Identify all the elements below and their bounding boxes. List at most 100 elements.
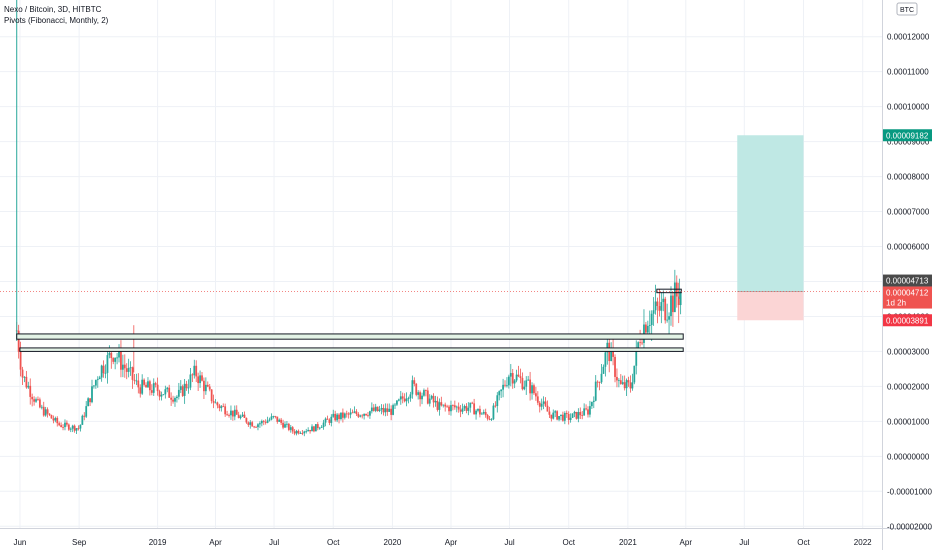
candle-body [421,395,423,400]
candle-body [594,381,597,401]
candle-body [243,414,246,418]
candle-body [670,295,672,317]
support-zone[interactable] [656,288,682,294]
candle-body [673,282,676,313]
candle-body [25,376,28,388]
candle-body [469,402,472,408]
candle-body [544,401,547,406]
candle-body [85,406,88,417]
candle-body [486,415,489,419]
candle-body [596,381,599,383]
candle-body [517,374,520,377]
candle-body [187,387,190,389]
candle-body [648,325,651,326]
candle-body [284,424,286,428]
y-tick-label: 0.00006000 [887,243,930,252]
candle-body [571,413,574,418]
candle-body [179,386,182,390]
candle-body [521,377,524,390]
position-target-zone[interactable] [737,135,804,292]
currency-button[interactable] [896,2,918,16]
candle-body [118,350,120,358]
candle-body [650,313,653,326]
candle-body [552,412,555,419]
candle-body [60,425,63,427]
support-zone[interactable] [16,333,684,340]
candle-body [442,404,445,406]
candle-body [27,385,30,388]
candle-body [531,385,533,394]
candle-body [394,404,396,406]
candle-body [33,399,35,402]
candle-body [334,413,337,421]
candle-body [504,384,506,386]
candle-body [241,414,244,417]
candle-body [349,412,352,415]
candle-body [672,295,674,313]
x-tick-label: Oct [562,538,575,547]
candle-body [226,414,228,416]
candle-body [330,416,333,423]
candle-body [96,379,99,381]
candle-body [343,413,346,418]
candle-body [511,373,514,384]
y-tick-label: 0.00010000 [887,103,930,112]
candle-body [654,301,657,311]
candle-body [415,383,418,395]
candle-body [94,380,97,386]
candle-body [295,430,298,434]
candle-body [399,396,402,400]
candle-body [309,429,311,432]
candle-body [38,399,41,408]
candle-body [50,415,53,419]
candle-body [31,396,34,400]
candle-body [554,411,557,413]
candle-body [160,394,163,397]
candle-body [345,413,348,415]
candle-body [262,420,265,422]
candle-body [602,366,605,374]
candle-body [48,413,51,416]
symbol-title[interactable]: Nexo / Bitcoin, 3D, HITBTC [4,5,102,14]
candle-body [365,413,367,416]
support-zone[interactable] [19,347,684,352]
candle-body [176,396,178,399]
candle-body [668,316,670,320]
candle-body [102,365,105,374]
candle-body [197,376,200,384]
candle-body [340,412,342,419]
candle-body [482,412,485,414]
candle-body [635,347,638,366]
candle-body [471,402,474,404]
x-tick-label: Sep [72,538,87,547]
candle-body [459,409,462,412]
indicator-title[interactable]: Pivots (Fibonacci, Monthly, 2) [4,16,109,25]
candle-body [307,429,310,432]
candle-body [509,373,512,377]
candle-body [222,406,225,408]
candle-body [461,408,464,412]
candle-body [228,415,230,417]
candle-body [463,406,466,409]
candle-body [71,425,74,429]
prev-close-badge [883,274,932,287]
candle-body [560,414,562,417]
candle-body [341,412,344,418]
candle-body [264,421,267,423]
candle-body [40,406,43,408]
candle-body [592,400,595,403]
candle-body [162,394,165,396]
candle-body [619,380,622,384]
x-tick-label: 2022 [854,538,872,547]
candle-body [407,398,410,400]
candle-body [479,408,481,415]
position-stop-zone[interactable] [737,291,804,321]
candle-body [562,414,564,421]
candle-body [158,391,161,397]
candle-body [110,352,113,359]
candle-body [558,416,560,420]
candle-body [540,403,543,407]
candle-body [625,380,628,389]
